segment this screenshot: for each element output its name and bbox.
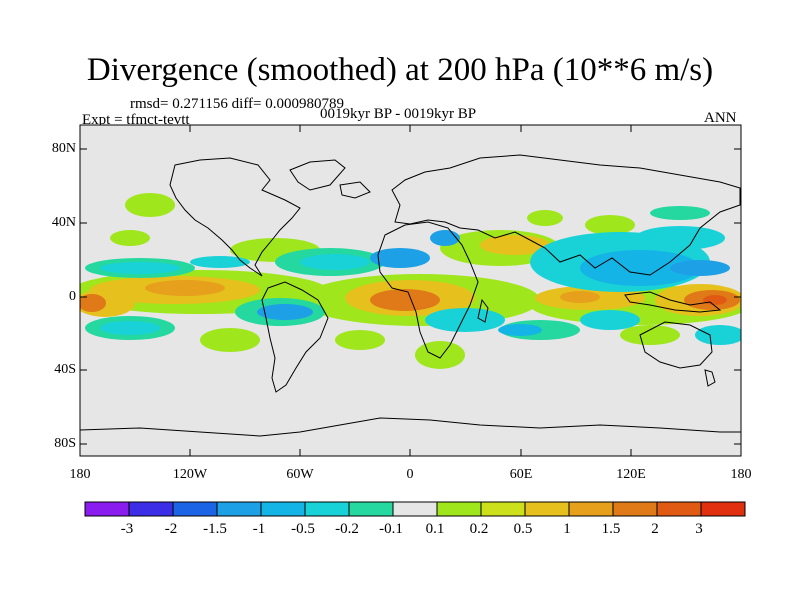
negative-region xyxy=(580,310,640,330)
positive-region xyxy=(527,210,563,226)
negative-region xyxy=(650,206,710,220)
negative-region xyxy=(695,325,741,345)
colorbar-label: -1.5 xyxy=(203,521,227,537)
positive-region xyxy=(110,230,150,246)
colorbar-label: -0.1 xyxy=(379,521,403,537)
positive-region xyxy=(335,330,385,350)
colorbar-box xyxy=(304,501,350,517)
colorbar-box xyxy=(612,501,658,517)
indonesia-coast xyxy=(624,291,722,313)
negative-region xyxy=(670,260,730,276)
negative-region xyxy=(370,248,430,268)
colorbar-label: -2 xyxy=(164,521,178,537)
season-label: ANN xyxy=(704,110,737,126)
negative-region xyxy=(257,304,313,320)
positive-region xyxy=(125,193,175,217)
map-title: Divergence (smoothed) at 200 hPa (10**6 … xyxy=(86,52,714,88)
x-tick-label: 0 xyxy=(406,467,414,482)
colorbar-label: -0.5 xyxy=(291,521,315,537)
colorbar-label: 0.1 xyxy=(425,521,445,537)
x-tick-label: 60E xyxy=(509,467,533,482)
new-zealand-coast xyxy=(704,369,716,387)
madagascar-coast xyxy=(477,298,489,323)
y-tick-label: 80N xyxy=(51,141,76,156)
colorbar-box xyxy=(656,501,702,517)
positive-core xyxy=(560,291,600,303)
divergence-fill xyxy=(80,193,741,369)
colorbar-label: 0.5 xyxy=(513,521,533,537)
positive-core xyxy=(145,280,225,296)
colorbar xyxy=(84,501,746,517)
colorbar-label: 3 xyxy=(695,521,703,537)
period-label: 0019kyr BP - 0019kyr BP xyxy=(320,106,477,122)
colorbar-label: 0.2 xyxy=(469,521,489,537)
colorbar-label: 2 xyxy=(651,521,659,537)
colorbar-box xyxy=(436,501,482,517)
axis-ticks xyxy=(79,125,742,456)
negative-region xyxy=(300,254,370,270)
colorbar-label: -1 xyxy=(252,521,266,537)
greenland-coast xyxy=(289,159,346,191)
colorbar-box xyxy=(260,501,306,517)
negative-region xyxy=(100,321,160,335)
negative-region xyxy=(498,324,542,336)
colorbar-box xyxy=(128,501,174,517)
x-tick-label: 60W xyxy=(286,467,314,482)
y-tick-label: 80S xyxy=(54,436,76,451)
y-tick-label: 0 xyxy=(69,289,76,304)
colorbar-box xyxy=(392,501,438,517)
positive-core xyxy=(703,295,727,305)
colorbar-box xyxy=(568,501,614,517)
colorbar-box xyxy=(216,501,262,517)
australia-coast xyxy=(639,321,713,369)
x-tick-label: 180 xyxy=(730,467,752,482)
colorbar-box xyxy=(348,501,394,517)
stats-label: rmsd= 0.271156 diff= 0.000980789 xyxy=(130,96,344,112)
africa-coast xyxy=(377,221,479,359)
positive-region xyxy=(620,325,680,345)
colorbar-label: 1 xyxy=(563,521,571,537)
south-america-coast xyxy=(261,281,329,393)
positive-core xyxy=(80,294,106,312)
colorbar-box xyxy=(700,501,746,517)
colorbar-label: -0.2 xyxy=(335,521,359,537)
colorbar-box xyxy=(524,501,570,517)
coastlines xyxy=(80,154,741,437)
y-tick-label: 40S xyxy=(54,362,76,377)
colorbar-box xyxy=(480,501,526,517)
experiment-label: Expt = tfmct-tevtt xyxy=(82,112,190,128)
colorbar-box xyxy=(84,501,130,517)
negative-region xyxy=(190,256,250,268)
x-tick-label: 120E xyxy=(616,467,646,482)
positive-core xyxy=(370,289,440,311)
negative-region xyxy=(635,226,725,250)
negative-region xyxy=(425,308,505,332)
positive-region xyxy=(585,215,635,235)
y-tick-label: 40N xyxy=(51,215,76,230)
iceland-coast xyxy=(339,181,371,199)
x-tick-label: 120W xyxy=(172,467,208,482)
positive-region xyxy=(200,328,260,352)
negative-region xyxy=(430,230,460,246)
north-america-coast xyxy=(169,157,301,277)
eurasia-coast xyxy=(391,154,741,276)
negative-region xyxy=(100,262,180,274)
colorbar-box xyxy=(172,501,218,517)
positive-region xyxy=(415,341,465,369)
colorbar-label: 1.5 xyxy=(601,521,621,537)
x-tick-label: 180 xyxy=(69,467,91,482)
colorbar-label: -3 xyxy=(120,521,134,537)
positive-region xyxy=(480,235,550,255)
antarctica-coast xyxy=(80,417,741,437)
